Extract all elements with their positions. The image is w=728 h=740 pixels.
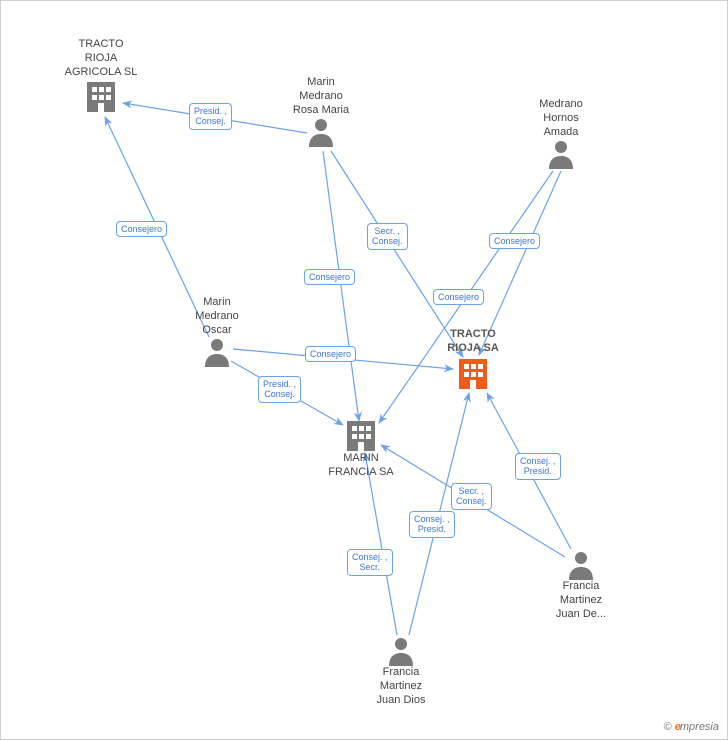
person-icon [307, 117, 335, 147]
node-tracto_agricola[interactable]: TRACTO RIOJA AGRICOLA SL [61, 38, 141, 113]
edge-label: Consej. , Presid. [409, 511, 455, 538]
brand-logo: empresia [675, 721, 719, 733]
node-label: Francia Martinez Juan Dios [361, 666, 441, 707]
building-icon [84, 79, 118, 113]
person-icon [203, 337, 231, 367]
node-juan_de[interactable]: Francia Martinez Juan De... [541, 550, 621, 621]
node-label: Medrano Hornos Amada [521, 98, 601, 139]
building-icon [344, 418, 378, 452]
building-icon [456, 356, 490, 390]
copyright: © empresia [664, 721, 719, 733]
node-rosa[interactable]: Marin Medrano Rosa Maria [281, 76, 361, 147]
edge-line [365, 453, 397, 635]
edge-label: Consejero [116, 221, 167, 237]
person-icon [547, 139, 575, 169]
edge-label: Secr. , Consej. [451, 483, 492, 510]
edge-label: Presid. , Consej. [258, 376, 301, 403]
node-label: TRACTO RIOJA SA [433, 328, 513, 356]
edge-line [331, 151, 463, 357]
person-icon [387, 636, 415, 666]
edge-label: Consejero [433, 289, 484, 305]
edge-label: Presid. , Consej. [189, 103, 232, 130]
node-oscar[interactable]: Marin Medrano Oscar [177, 296, 257, 367]
node-label: Marin Medrano Oscar [177, 296, 257, 337]
edge-line [323, 151, 359, 421]
edge-label: Consej. , Presid. [515, 453, 561, 480]
edge-label: Consejero [305, 346, 356, 362]
node-tracto_sa[interactable]: TRACTO RIOJA SA [433, 328, 513, 390]
node-juan_dios[interactable]: Francia Martinez Juan Dios [361, 636, 441, 707]
edge-label: Secr. , Consej. [367, 223, 408, 250]
edge-label: Consejero [304, 269, 355, 285]
node-marin_francia[interactable]: MARIN FRANCIA SA [321, 418, 401, 480]
node-label: MARIN FRANCIA SA [321, 452, 401, 480]
node-label: Francia Martinez Juan De... [541, 580, 621, 621]
person-icon [567, 550, 595, 580]
copyright-symbol: © [664, 721, 672, 733]
network-canvas: TRACTO RIOJA AGRICOLA SL Marin Medrano R… [0, 0, 728, 740]
edge-label: Consejero [489, 233, 540, 249]
node-amada[interactable]: Medrano Hornos Amada [521, 98, 601, 169]
edge-label: Consej. , Secr. [347, 549, 393, 576]
node-label: Marin Medrano Rosa Maria [281, 76, 361, 117]
node-label: TRACTO RIOJA AGRICOLA SL [61, 38, 141, 79]
